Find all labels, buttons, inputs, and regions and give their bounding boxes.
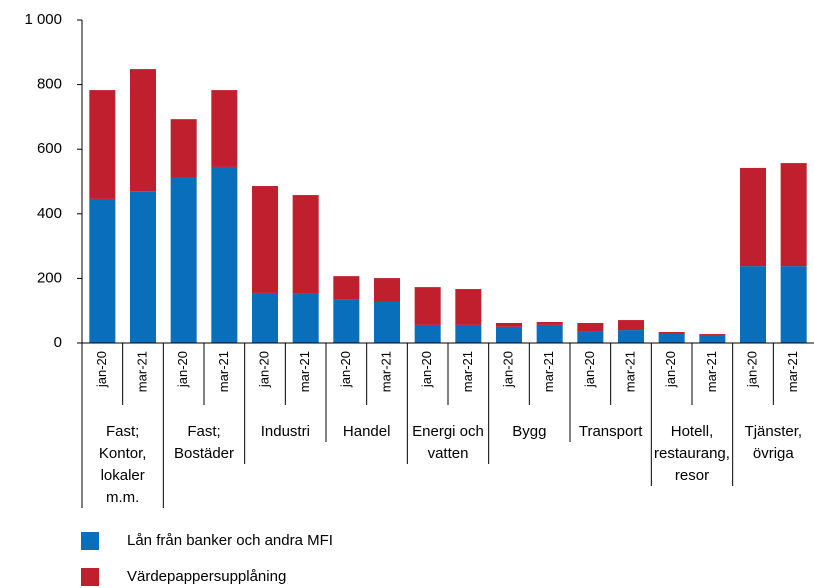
bar-segment: [536, 324, 563, 343]
bar-segment: [617, 320, 645, 331]
x-tick-label: jan-20: [419, 351, 434, 388]
group-label: Energi och vatten: [412, 423, 484, 462]
group-label: Bygg: [512, 423, 546, 440]
bar-segment: [455, 289, 482, 325]
y-tick-label: 1 000: [24, 11, 62, 28]
group-label-line: Hotell,: [671, 423, 714, 440]
group-label-line: Bygg: [512, 423, 546, 440]
bar-segment: [658, 332, 685, 334]
bar-segment: [373, 278, 401, 302]
bar-segment: [129, 69, 157, 192]
group-label-line: övriga: [753, 445, 795, 462]
group-label-line: vatten: [428, 445, 469, 462]
x-tick-label: mar-21: [378, 351, 393, 392]
bar-segment: [373, 301, 401, 343]
bar-segment: [617, 330, 645, 343]
group-label-line: Tjänster,: [745, 423, 803, 440]
y-tick-label: 400: [37, 205, 62, 222]
x-tick-label: mar-21: [460, 351, 475, 392]
group-label-line: Handel: [343, 423, 391, 440]
bar-segment: [333, 299, 360, 343]
x-tick-label: mar-21: [134, 351, 149, 392]
bar-segment: [739, 167, 767, 267]
bar-segment: [414, 324, 441, 343]
x-tick-label: jan-20: [338, 351, 353, 388]
x-tick-label: mar-21: [785, 351, 800, 392]
group-label-line: lokaler: [101, 467, 145, 484]
bar-segment: [333, 276, 360, 300]
group-label: Handel: [343, 423, 391, 440]
group-label-line: Industri: [261, 423, 310, 440]
y-tick-label: 800: [37, 76, 62, 93]
bar-segment: [292, 195, 319, 294]
group-label-line: resor: [675, 467, 709, 484]
legend-label: Lån från banker och andra MFI: [127, 532, 333, 549]
x-tick-label: jan-20: [256, 351, 271, 388]
bar-segment: [170, 177, 197, 343]
bar-segment: [414, 287, 441, 325]
x-tick-label: mar-21: [704, 351, 719, 392]
y-tick-label: 200: [37, 269, 62, 286]
bar-segment: [780, 163, 807, 267]
bar-segment: [495, 322, 523, 327]
bar-segment: [699, 333, 726, 335]
group-label-line: Energi och: [412, 423, 484, 440]
bar-segment: [211, 90, 238, 167]
group-label-line: m.m.: [106, 489, 139, 506]
legend-swatch: [81, 568, 99, 586]
bar-segment: [129, 191, 157, 343]
group-label: Industri: [261, 423, 310, 440]
y-tick-label: 0: [54, 334, 62, 351]
group-label: Fast; Bostäder: [174, 423, 234, 462]
group-label-line: Transport: [579, 423, 643, 440]
legend-swatch: [81, 532, 99, 550]
bar-segment: [170, 119, 197, 178]
group-label-line: Fast;: [187, 423, 220, 440]
bar-segment: [455, 324, 482, 343]
bar-segment: [89, 90, 116, 199]
group-label-line: Kontor,: [99, 445, 147, 462]
y-tick-label: 600: [37, 140, 62, 157]
group-label: Transport: [579, 423, 643, 440]
legend-label: Värdepappersupplåning: [127, 568, 286, 585]
bar-segment: [251, 292, 279, 343]
group-label-line: Bostäder: [174, 445, 234, 462]
group-label: Fast; Kontor, lokaler m.m.: [99, 423, 147, 506]
x-tick-label: jan-20: [663, 351, 678, 388]
x-tick-label: jan-20: [582, 351, 597, 388]
bar-segment: [251, 186, 279, 293]
bar-segment: [780, 266, 807, 343]
bar-segment: [699, 334, 726, 343]
bar-segment: [89, 198, 116, 343]
bar-segment: [536, 322, 563, 325]
x-tick-label: jan-20: [94, 351, 109, 388]
bar-segment: [211, 166, 238, 343]
x-tick-label: mar-21: [622, 351, 637, 392]
x-tick-label: jan-20: [500, 351, 515, 388]
x-tick-label: mar-21: [541, 351, 556, 392]
bar-segment: [292, 293, 319, 343]
x-tick-label: jan-20: [175, 351, 190, 388]
bar-segment: [739, 266, 767, 343]
bar-segment: [577, 322, 604, 332]
group-label: Tjänster, övriga: [745, 423, 803, 462]
x-tick-label: mar-21: [297, 351, 312, 392]
x-tick-label: mar-21: [216, 351, 231, 392]
group-label-line: restaurang,: [654, 445, 730, 462]
bar-segment: [495, 326, 523, 343]
x-tick-label: jan-20: [744, 351, 759, 388]
bar-segment: [577, 331, 604, 343]
group-label: Hotell, restaurang, resor: [654, 423, 730, 484]
bar-segment: [658, 333, 685, 343]
group-label-line: Fast;: [106, 423, 139, 440]
